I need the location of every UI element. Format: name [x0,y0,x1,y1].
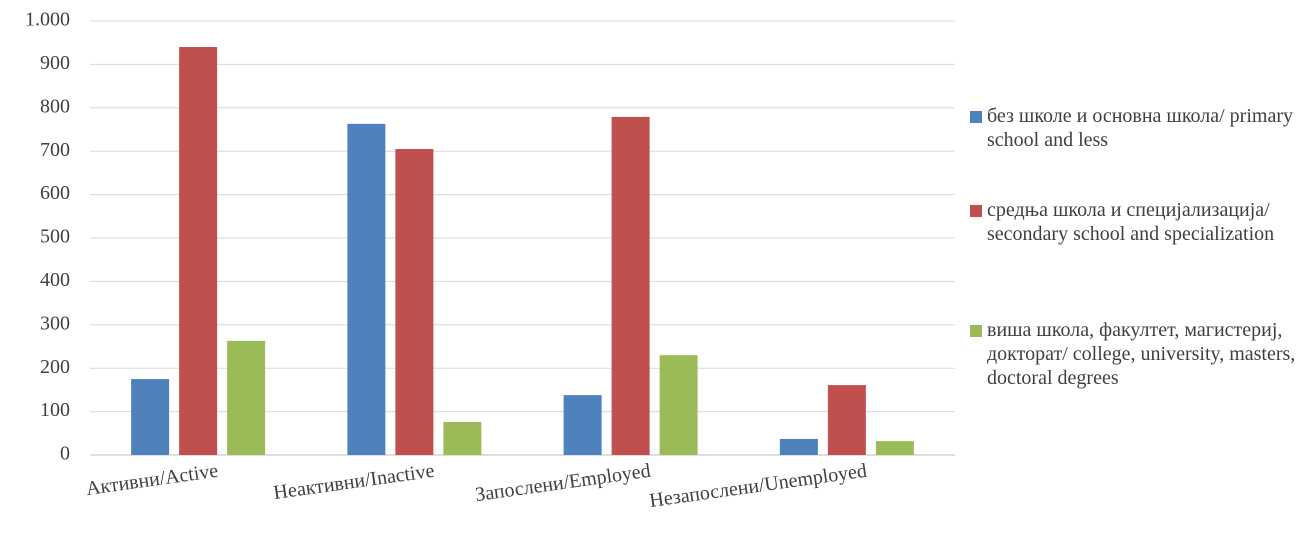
x-tick-label: Незапослени/Unemployed [648,460,868,512]
y-tick-label: 700 [40,139,70,161]
bar [131,379,170,455]
bar [827,385,866,455]
bar [611,116,650,455]
y-tick-label: 500 [40,226,70,248]
y-tick-label: 900 [40,52,70,74]
bar [395,149,434,455]
y-tick-label: 0 [60,443,70,465]
y-tick-label: 200 [40,356,70,378]
legend-label: средња школа и специјализација/ secondar… [987,199,1275,245]
bar [443,422,482,455]
x-tick-label: Активни/Active [85,460,220,500]
y-tick-label: 100 [40,399,70,421]
bar [875,441,914,455]
y-tick-label: 600 [40,182,70,204]
y-tick-label: 300 [40,312,70,334]
bar [227,340,266,455]
legend-swatch [970,111,982,123]
legend-label: без школе и основна школа/ primary schoo… [987,105,1293,151]
legend-label: виша школа, факултет, магистериј, доктор… [987,319,1296,389]
bar [659,355,698,455]
bar [779,438,818,455]
y-tick-label: 800 [40,95,70,117]
bar [347,123,386,455]
x-tick-label: Неактивни/Inactive [272,460,436,504]
bar [563,395,602,455]
y-tick-label: 1.000 [25,9,70,31]
bar [179,47,218,455]
y-tick-label: 400 [40,269,70,291]
x-tick-label: Запослени/Employed [474,460,652,506]
legend-swatch [970,325,982,337]
legend-swatch [970,205,982,217]
